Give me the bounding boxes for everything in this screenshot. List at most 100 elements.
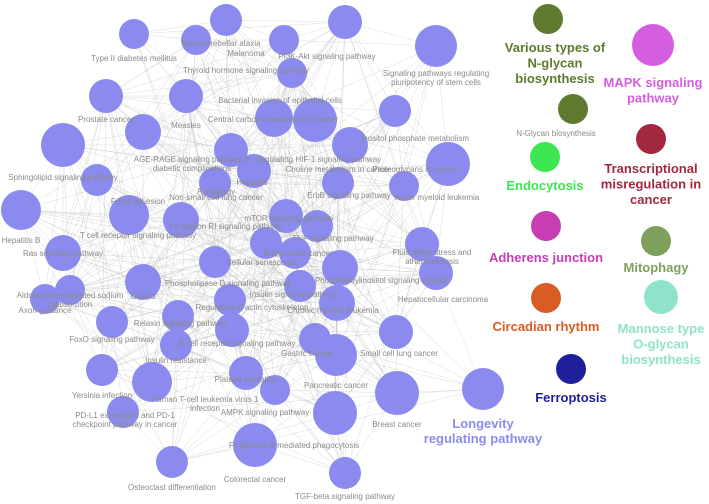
network-edge — [225, 19, 255, 172]
network-node[interactable] — [215, 313, 249, 347]
network-node[interactable] — [462, 368, 504, 410]
cluster-node[interactable] — [644, 280, 678, 314]
network-edge — [142, 267, 341, 283]
network-node[interactable] — [199, 246, 231, 278]
network-node[interactable] — [329, 457, 361, 489]
network-node[interactable] — [132, 362, 172, 402]
network-node[interactable] — [293, 98, 337, 142]
network-node[interactable] — [313, 391, 357, 435]
network-node[interactable] — [269, 199, 303, 233]
network-node[interactable] — [199, 167, 231, 199]
network-node[interactable] — [169, 79, 203, 113]
cluster-node[interactable] — [556, 354, 586, 384]
network-node-label: AMPK signaling pathway — [221, 408, 310, 417]
network-edge — [111, 182, 216, 323]
network-node[interactable] — [322, 250, 358, 286]
network-node-label: Platelet activation — [215, 375, 278, 384]
cluster-node[interactable] — [636, 124, 666, 154]
network-node-label: Regulating HIF-1 signaling pathway — [255, 155, 381, 164]
network-node[interactable] — [284, 270, 316, 302]
network-node[interactable] — [81, 164, 113, 196]
network-node-label: Glioma — [130, 292, 156, 301]
network-node-label: AGE-RAGE signaling pathway in diabetic co… — [134, 155, 251, 173]
cluster-node[interactable] — [632, 24, 674, 66]
network-edge — [344, 21, 396, 112]
network-edge — [337, 182, 397, 333]
network-node[interactable] — [375, 371, 419, 415]
network-edge — [69, 289, 173, 463]
network-node[interactable] — [214, 133, 248, 167]
network-node[interactable] — [389, 171, 419, 201]
network-node[interactable] — [301, 210, 333, 242]
cluster-node[interactable] — [641, 226, 671, 256]
network-node[interactable] — [255, 99, 293, 137]
network-node[interactable] — [181, 25, 211, 55]
cluster-node[interactable] — [530, 142, 560, 172]
network-node[interactable] — [279, 237, 311, 269]
network-edge — [171, 149, 232, 463]
cluster-node[interactable] — [531, 283, 561, 313]
network-node[interactable] — [229, 356, 263, 390]
network-node-label: Small cell lung cancer — [360, 349, 438, 358]
network-node[interactable] — [109, 195, 149, 235]
network-node[interactable] — [55, 275, 85, 305]
network-node[interactable] — [233, 423, 277, 467]
cluster-node[interactable] — [533, 4, 563, 34]
network-node[interactable] — [162, 300, 194, 332]
network-node-label: TGF-beta signaling pathway — [295, 492, 395, 501]
network-node[interactable] — [214, 284, 246, 316]
network-edge — [171, 372, 247, 463]
network-node-label: B cell receptor signaling pathway — [179, 339, 296, 348]
network-node[interactable] — [250, 227, 282, 259]
cluster-node[interactable] — [531, 211, 561, 241]
network-node[interactable] — [86, 354, 118, 386]
network-node[interactable] — [322, 167, 354, 199]
network-node-label: Insulin resistance — [145, 356, 207, 365]
network-node[interactable] — [30, 284, 60, 314]
network-node[interactable] — [415, 25, 457, 67]
network-node[interactable] — [332, 127, 368, 163]
network-node[interactable] — [119, 19, 149, 49]
network-node[interactable] — [210, 4, 242, 36]
network-node[interactable] — [405, 227, 439, 261]
network-node[interactable] — [237, 154, 271, 188]
network-edge — [299, 110, 396, 287]
network-node[interactable] — [319, 285, 355, 321]
network-node[interactable] — [315, 334, 357, 376]
network-node[interactable] — [379, 95, 411, 127]
network-node[interactable] — [156, 446, 188, 478]
network-node-label: Gastric cancer — [281, 349, 333, 358]
network-node-label: Colorectal cancer — [224, 475, 287, 484]
network-node[interactable] — [269, 25, 299, 55]
network-edge — [214, 261, 341, 269]
network-node[interactable] — [45, 235, 81, 271]
network-node-label: Melanoma — [227, 49, 265, 58]
network-node[interactable] — [1, 190, 41, 230]
network-node[interactable] — [89, 79, 123, 113]
network-node[interactable] — [419, 256, 453, 290]
network-node[interactable] — [163, 202, 199, 238]
network-node-label: Acute myeloid leukemia — [395, 193, 480, 202]
network-node-label: Ras signaling pathway — [23, 249, 103, 258]
network-node[interactable] — [328, 5, 362, 39]
network-node[interactable] — [160, 329, 192, 361]
network-node[interactable] — [125, 114, 161, 150]
network-node[interactable] — [277, 58, 307, 88]
network-node[interactable] — [379, 315, 413, 349]
network-edge — [225, 19, 337, 356]
network-node[interactable] — [96, 306, 128, 338]
network-edge — [344, 21, 423, 245]
network-node-label: Fc epsilon RI signaling pathway — [170, 222, 283, 231]
cluster-node[interactable] — [558, 94, 588, 124]
network-edge — [142, 281, 301, 287]
network-node[interactable] — [125, 264, 161, 300]
network-edge — [344, 21, 405, 187]
network-node[interactable] — [426, 142, 470, 186]
network-node[interactable] — [107, 396, 139, 428]
network-node[interactable] — [41, 123, 85, 167]
network-node-label: Pancreatic cancer — [304, 381, 368, 390]
network-node[interactable] — [260, 375, 290, 405]
network-edge — [180, 219, 316, 340]
